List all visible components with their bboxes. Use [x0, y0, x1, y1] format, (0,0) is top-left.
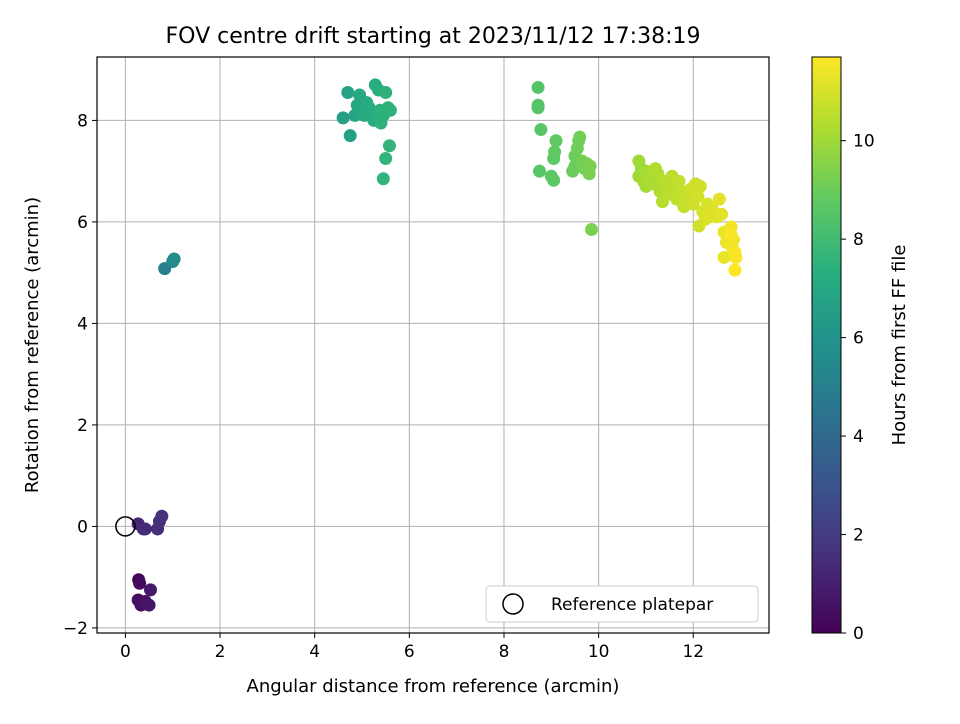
data-point	[583, 159, 597, 173]
data-point	[133, 576, 147, 590]
data-point	[138, 522, 152, 536]
data-points	[115, 78, 743, 612]
x-tick-label: 6	[404, 642, 415, 662]
data-point	[729, 250, 743, 264]
data-point	[142, 598, 156, 612]
data-point	[547, 173, 561, 187]
colorbar-tick-label: 10	[853, 132, 875, 152]
data-point	[341, 86, 355, 100]
y-axis-label: Rotation from reference (arcmin)	[22, 197, 43, 493]
legend-box	[485, 585, 759, 623]
x-axis-label: Angular distance from reference (arcmin)	[247, 676, 620, 697]
y-tick-label: 0	[77, 517, 88, 537]
data-point	[724, 228, 738, 242]
data-point	[728, 263, 742, 277]
reference-point-marker	[115, 516, 136, 537]
x-axis-ticks: 0 2 4 6 8 10 12	[120, 633, 704, 662]
y-tick-label: −2	[63, 619, 88, 639]
data-point	[376, 172, 390, 186]
y-tick-label: 6	[77, 213, 88, 233]
data-point	[343, 129, 357, 143]
data-point	[693, 179, 707, 193]
data-point	[382, 139, 396, 153]
data-point	[532, 164, 546, 178]
colorbar-tick-label: 6	[853, 329, 864, 349]
data-point	[531, 101, 545, 115]
x-tick-label: 4	[309, 642, 320, 662]
grid-lines	[97, 57, 769, 633]
data-point	[379, 151, 393, 165]
data-point	[672, 174, 686, 188]
colorbar-tick-label: 2	[853, 526, 864, 546]
y-tick-label: 8	[77, 111, 88, 131]
colorbar-tick-label: 8	[853, 230, 864, 250]
data-point	[715, 207, 729, 221]
data-point	[155, 509, 169, 523]
plot-frame	[96, 56, 770, 634]
legend-entry-reference-platepar: Reference platepar	[551, 595, 713, 615]
y-tick-label: 2	[77, 416, 88, 436]
x-tick-label: 8	[499, 642, 510, 662]
y-axis-ticks: −2 0 2 4 6 8	[63, 111, 97, 639]
y-tick-label: 4	[77, 314, 88, 334]
data-point	[573, 130, 587, 144]
colorbar-ticks: 0 2 4 6 8 10	[841, 132, 875, 644]
x-tick-label: 2	[215, 642, 226, 662]
data-point	[336, 111, 350, 125]
legend-marker-open-circle	[502, 593, 524, 615]
data-point	[379, 86, 393, 100]
chart-title: FOV centre drift starting at 2023/11/12 …	[166, 24, 701, 49]
data-point	[548, 145, 562, 159]
data-point	[143, 583, 157, 597]
colorbar	[811, 56, 842, 634]
data-point	[534, 123, 548, 137]
x-tick-label: 12	[682, 642, 704, 662]
x-tick-label: 10	[588, 642, 610, 662]
colorbar-tick-label: 0	[853, 624, 864, 644]
data-point	[549, 134, 563, 148]
data-point	[691, 190, 705, 204]
legend: Reference platepar	[485, 585, 759, 623]
x-tick-label: 0	[120, 642, 131, 662]
data-point	[383, 103, 397, 117]
data-point	[167, 252, 181, 266]
colorbar-label: Hours from first FF file	[889, 245, 910, 446]
data-point	[717, 250, 731, 264]
data-point	[585, 223, 599, 237]
data-point	[531, 80, 545, 94]
colorbar-tick-label: 4	[853, 427, 864, 447]
data-point	[712, 192, 726, 206]
